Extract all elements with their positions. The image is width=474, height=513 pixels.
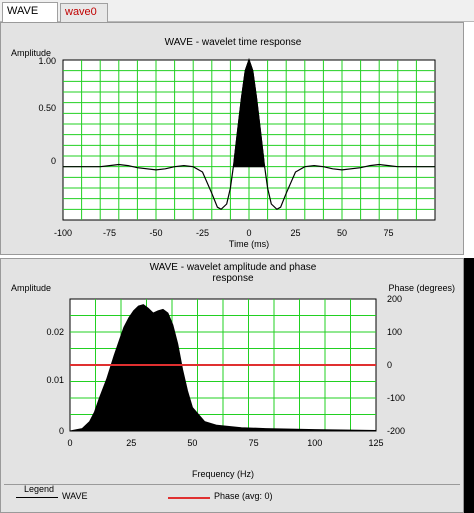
time-x-tick: -75 (103, 228, 116, 238)
freq-y2-tick: 100 (387, 327, 402, 337)
freq-chart-y2label: Phase (degrees) (388, 283, 455, 293)
freq-x-tick: 50 (187, 438, 197, 448)
time-chart-ylabel: Amplitude (11, 48, 51, 58)
tab-wave[interactable]: WAVE (2, 2, 58, 22)
time-chart-title: WAVE - wavelet time response (165, 37, 302, 48)
time-wavelet-line (63, 58, 435, 211)
time-y-tick: 0.50 (38, 103, 56, 113)
time-x-tick: 0 (246, 228, 251, 238)
freq-x-tick: 75 (249, 438, 259, 448)
freq-chart-xlabel: Frequency (Hz) (192, 469, 254, 479)
time-y-tick: 1.00 (38, 56, 56, 66)
freq-x-ticks: 0 25 50 75 100 125 (67, 438, 383, 448)
freq-x-tick: 25 (126, 438, 136, 448)
time-x-tick: -100 (54, 228, 72, 238)
freq-y-tick: 0 (59, 426, 64, 436)
panel-gap (464, 22, 474, 258)
frequency-response-chart: WAVE - wavelet amplitude and phase respo… (11, 262, 455, 479)
freq-y2-tick: -200 (387, 426, 405, 436)
freq-chart-title-line2: response (212, 273, 254, 284)
frequency-response-panel: WAVE - wavelet amplitude and phase respo… (0, 258, 464, 513)
freq-y2-ticks: 200 100 0 -100 -200 (387, 294, 405, 436)
amplitude-spectrum-area (69, 304, 377, 432)
legend-wave-swatch (16, 497, 58, 498)
time-chart-xlabel: Time (ms) (229, 239, 269, 249)
freq-chart-ylabel: Amplitude (11, 283, 51, 293)
time-y-tick: 0 (51, 156, 56, 166)
right-edge-strip (464, 258, 474, 513)
time-x-tick: 25 (290, 228, 300, 238)
freq-x-tick: 0 (67, 438, 72, 448)
freq-y2-tick: 0 (387, 360, 392, 370)
freq-y-tick: 0.01 (46, 375, 64, 385)
time-x-ticks: -100 -75 -50 -25 0 25 50 75 (54, 228, 394, 238)
legend-phase-label: Phase (avg: 0) (214, 491, 273, 501)
time-x-tick: -25 (196, 228, 209, 238)
freq-y2-tick: 200 (387, 294, 402, 304)
freq-x-tick: 100 (307, 438, 322, 448)
tab-bar: WAVE wave0 (0, 0, 474, 22)
time-x-tick: 75 (383, 228, 393, 238)
time-response-chart: WAVE - wavelet time response Amplitude -… (11, 37, 436, 249)
freq-y-ticks: 0.02 0.01 0 (46, 327, 64, 436)
freq-x-tick: 125 (368, 438, 383, 448)
freq-y-tick: 0.02 (46, 327, 64, 337)
legend: Legend WAVE Phase (avg: 0) (4, 484, 460, 512)
time-response-panel: WAVE - wavelet time response Amplitude -… (0, 22, 464, 255)
time-y-ticks: 1.00 0.50 0 (38, 56, 56, 166)
legend-wave-label: WAVE (62, 491, 88, 501)
freq-chart-title-line1: WAVE - wavelet amplitude and phase (150, 262, 317, 273)
time-x-tick: 50 (337, 228, 347, 238)
legend-phase-swatch (168, 497, 210, 499)
legend-title: Legend (24, 484, 55, 494)
time-x-tick: -50 (149, 228, 162, 238)
tab-wave0[interactable]: wave0 (60, 3, 108, 22)
freq-y2-tick: -100 (387, 393, 405, 403)
